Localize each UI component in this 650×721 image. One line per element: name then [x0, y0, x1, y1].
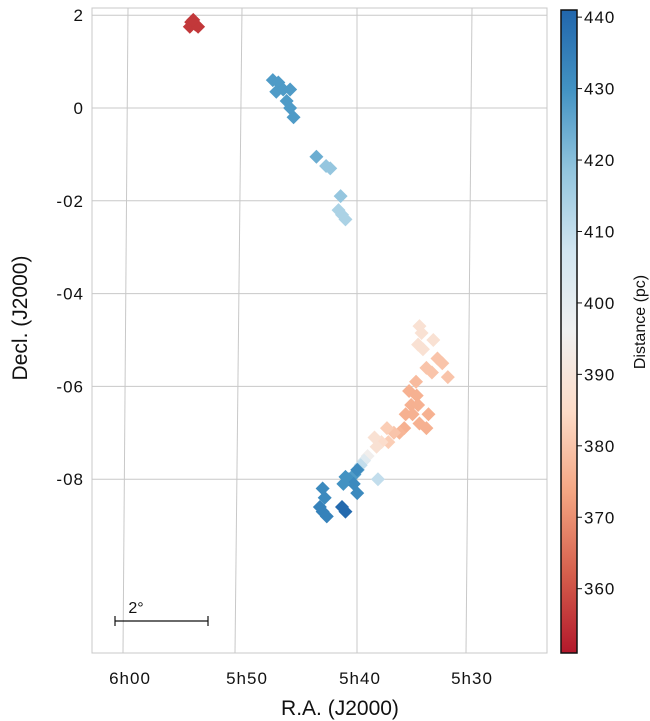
- data-point: [405, 407, 420, 422]
- colorbar: [560, 9, 578, 654]
- y-tick-label: -06: [56, 377, 84, 396]
- colorbar-tick-label: 370: [584, 508, 615, 527]
- data-point: [186, 12, 201, 27]
- data-point: [379, 421, 394, 436]
- data-point: [338, 504, 353, 519]
- x-tick-label: 5h30: [451, 669, 493, 688]
- x-axis-title: R.A. (J2000): [281, 697, 399, 720]
- data-point: [426, 333, 441, 347]
- data-point: [333, 189, 348, 204]
- y-axis-title: Decl. (J2000): [9, 256, 32, 381]
- grid: [92, 7, 547, 654]
- data-point: [312, 500, 327, 515]
- colorbar-ticks: 360 370 380 390 400 410 420 430 440: [577, 8, 615, 599]
- data-point: [415, 342, 430, 357]
- ra-grid-line: [122, 7, 129, 654]
- data-point: [283, 82, 298, 97]
- data-point: [350, 462, 365, 477]
- data-point: [336, 476, 351, 491]
- data-point: [350, 486, 365, 501]
- colorbar-tick-label: 420: [584, 151, 615, 170]
- data-point: [411, 397, 426, 412]
- data-point: [440, 370, 455, 385]
- data-point: [419, 421, 434, 436]
- y-tick-labels: 420-02-04-06-08: [56, 6, 84, 489]
- data-point: [338, 212, 353, 227]
- colorbar-tick-label: 390: [584, 365, 615, 384]
- data-point: [317, 490, 332, 505]
- data-point: [367, 430, 382, 445]
- scale-bar-label: 2°: [128, 600, 143, 617]
- data-points: [182, 12, 455, 524]
- colorbar-tick-label: 430: [584, 80, 615, 99]
- data-point: [421, 407, 436, 422]
- y-tick-label: 0: [74, 99, 84, 118]
- y-tick-label: -04: [56, 285, 84, 304]
- colorbar-title: Distance (pc): [632, 275, 649, 369]
- data-point: [370, 472, 385, 487]
- data-point: [409, 374, 424, 389]
- data-point: [315, 481, 330, 496]
- colorbar-tick-label: 410: [584, 222, 615, 241]
- x-tick-labels: 6h00 5h50 5h40 5h30: [109, 669, 493, 688]
- colorbar-tick-label: 400: [584, 294, 615, 313]
- data-point: [369, 439, 384, 454]
- data-point: [309, 149, 324, 164]
- colorbar-tick-label: 440: [584, 8, 615, 27]
- data-point: [319, 509, 334, 524]
- colorbar-tick-label: 380: [584, 437, 615, 456]
- plot-area: [92, 8, 547, 653]
- y-tick-label: -02: [56, 192, 84, 211]
- colorbar-tick-label: 360: [584, 580, 615, 599]
- data-point: [409, 388, 424, 403]
- scale-bar: 2°: [114, 600, 209, 626]
- x-tick-label: 6h00: [109, 669, 151, 688]
- ra-grid-line: [234, 7, 243, 654]
- x-tick-label: 5h40: [339, 669, 381, 688]
- x-tick-label: 5h50: [226, 669, 268, 688]
- y-tick-label: -08: [56, 470, 84, 489]
- data-point: [323, 161, 338, 176]
- data-point: [435, 356, 450, 371]
- ra-grid-line: [465, 7, 473, 654]
- plot-frame: [91, 7, 548, 654]
- data-point: [424, 365, 439, 380]
- y-tick-label: 2: [74, 6, 84, 25]
- data-point: [414, 326, 429, 341]
- data-point: [286, 110, 301, 125]
